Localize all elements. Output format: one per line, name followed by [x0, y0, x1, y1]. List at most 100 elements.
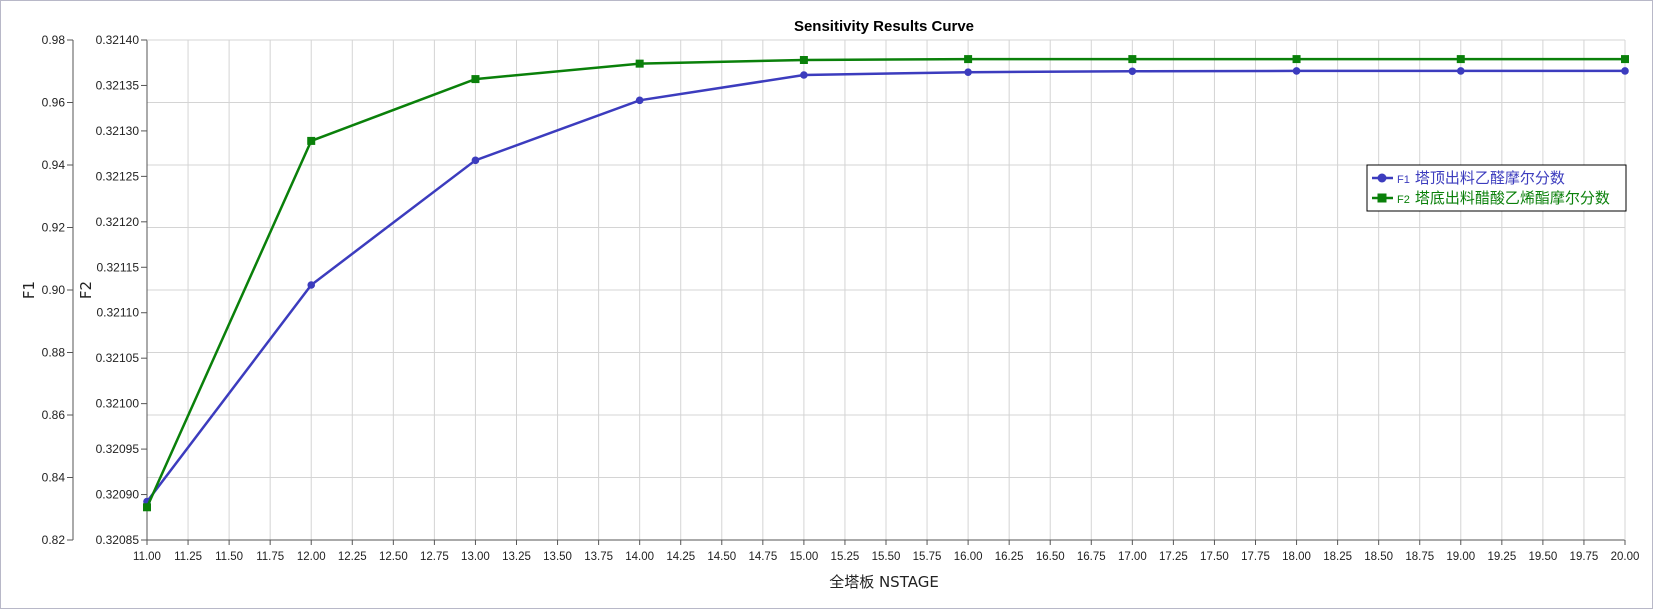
chart-title: Sensitivity Results Curve	[794, 18, 974, 35]
data-point-f1	[307, 281, 316, 289]
x-tick-label: 14.25	[666, 551, 695, 563]
data-point-f2	[1128, 55, 1137, 64]
x-tick-label: 17.00	[1118, 551, 1147, 563]
data-point-f1	[800, 71, 808, 79]
x-tick-label: 19.00	[1446, 551, 1475, 563]
data-point-f2	[964, 55, 973, 64]
x-tick-label: 12.50	[379, 551, 408, 563]
data-point-f2	[635, 59, 644, 68]
data-point-f1	[1621, 67, 1629, 75]
left-tick-label: 0.92	[42, 221, 66, 235]
legend-circle-marker-icon	[1377, 173, 1387, 183]
left-tick-label: 0.94	[42, 158, 66, 172]
left-axis-ticks: 0.98 0.96 0.94 0.92 0.90 0.88 0.86 0.84 0.82	[42, 33, 66, 547]
x-tick-label: 13.75	[584, 551, 613, 563]
x-tick-label: 13.50	[543, 551, 572, 563]
data-point-f1	[964, 68, 972, 76]
data-point-f2	[799, 56, 808, 64]
x-tick-label: 17.25	[1159, 551, 1188, 563]
right-tick-label: 0.32130	[96, 124, 140, 138]
series-line-f2	[145, 57, 1625, 508]
x-tick-label: 20.00	[1611, 551, 1640, 563]
right-tick-label: 0.32110	[97, 306, 140, 320]
data-point-f2	[307, 136, 316, 145]
x-tick-label: 17.50	[1200, 551, 1229, 563]
right-tick-label: 0.32115	[97, 260, 140, 274]
right-tick-label: 0.32120	[96, 215, 140, 229]
data-point-f2	[1621, 55, 1629, 64]
data-point-f1	[1456, 67, 1465, 75]
right-tick-label: 0.32095	[96, 442, 140, 456]
legend-prefix-f2: F2	[1397, 194, 1410, 206]
x-tick-label: 19.50	[1528, 551, 1557, 563]
grid	[146, 39, 1626, 541]
x-tick-label: 16.00	[954, 551, 983, 563]
x-tick-label: 17.75	[1241, 551, 1270, 563]
data-point-f1	[471, 156, 480, 165]
x-tick-label: 18.75	[1405, 551, 1434, 563]
data-point-f1	[1292, 67, 1301, 75]
x-tick-label: 12.25	[338, 551, 367, 563]
data-point-f2	[471, 75, 480, 84]
x-tick-label: 15.50	[872, 551, 901, 563]
x-tick-label: 15.25	[831, 551, 860, 563]
data-point-f2	[143, 503, 151, 512]
x-tick-label: 18.00	[1282, 551, 1311, 563]
x-tick-label: 12.75	[420, 551, 449, 563]
data-point-f1	[635, 96, 644, 105]
legend-name-f1: 塔顶出料乙醛摩尔分数	[1415, 169, 1565, 187]
left-tick-label: 0.86	[42, 408, 66, 422]
x-tick-label: 16.25	[995, 551, 1024, 563]
left-tick-label: 0.90	[42, 283, 66, 297]
right-tick-label: 0.32100	[96, 397, 140, 411]
right-tick-label: 0.32105	[96, 351, 140, 365]
series-layer	[143, 55, 1629, 512]
x-tick-label: 16.50	[1036, 551, 1065, 563]
legend-name-f2: 塔底出料醋酸乙烯酯摩尔分数	[1415, 189, 1610, 207]
legend-label-f2: F2 塔底出料醋酸乙烯酯摩尔分数	[1397, 189, 1610, 207]
left-tick-label: 0.96	[42, 96, 66, 110]
data-point-f2	[1292, 55, 1301, 64]
x-tick-label: 15.00	[789, 551, 818, 563]
y-axis-label-right: F2	[77, 281, 95, 299]
x-tick-label: 19.75	[1570, 551, 1599, 563]
x-axis-ticks: 11.00 11.25 11.50 11.75 12.00 12.25 12.50 12.75…	[133, 551, 1639, 563]
x-tick-label: 11.50	[215, 551, 243, 563]
data-point-f1	[1128, 67, 1137, 76]
x-tick-label: 13.25	[502, 551, 531, 563]
legend-entry-f1: F1 塔顶出料乙醛摩尔分数	[1372, 169, 1565, 187]
legend-box	[1366, 164, 1627, 212]
x-tick-label: 16.75	[1077, 551, 1106, 563]
x-tick-label: 18.50	[1364, 551, 1393, 563]
x-tick-label: 14.50	[707, 551, 736, 563]
legend-label-f1: F1 塔顶出料乙醛摩尔分数	[1397, 169, 1565, 187]
y-axis-label-left: F1	[20, 281, 38, 299]
legend-prefix-f1: F1	[1397, 174, 1410, 186]
legend-square-marker-icon	[1377, 193, 1387, 203]
axes	[67, 39, 1626, 545]
legend: F1 塔顶出料乙醛摩尔分数 F2 塔底出料醋酸乙烯酯摩尔分数	[1366, 164, 1627, 212]
right-tick-label: 0.32135	[96, 78, 140, 92]
left-tick-label: 0.88	[42, 346, 66, 360]
x-tick-label: 11.25	[174, 551, 202, 563]
left-tick-label: 0.84	[42, 471, 66, 485]
data-point-f2	[1456, 55, 1465, 64]
x-axis-label: 全塔板 NSTAGE	[829, 573, 939, 591]
series-line-f1	[146, 69, 1625, 503]
x-tick-label: 18.25	[1323, 551, 1352, 563]
right-tick-label: 0.32125	[96, 169, 140, 183]
right-tick-label: 0.32085	[96, 533, 140, 547]
left-tick-label: 0.82	[42, 533, 66, 547]
right-tick-label: 0.32140	[96, 33, 140, 47]
x-tick-label: 12.00	[297, 551, 326, 563]
legend-entry-f2: F2 塔底出料醋酸乙烯酯摩尔分数	[1372, 189, 1610, 207]
x-tick-label: 14.75	[748, 551, 777, 563]
x-tick-label: 14.00	[625, 551, 654, 563]
right-axis-ticks: 0.32140 0.32135 0.32130 0.32125 0.32120 0.321…	[96, 33, 140, 547]
x-tick-label: 11.75	[256, 551, 284, 563]
x-tick-label: 11.00	[133, 551, 161, 563]
x-tick-label: 19.25	[1487, 551, 1516, 563]
left-tick-label: 0.98	[42, 33, 66, 47]
